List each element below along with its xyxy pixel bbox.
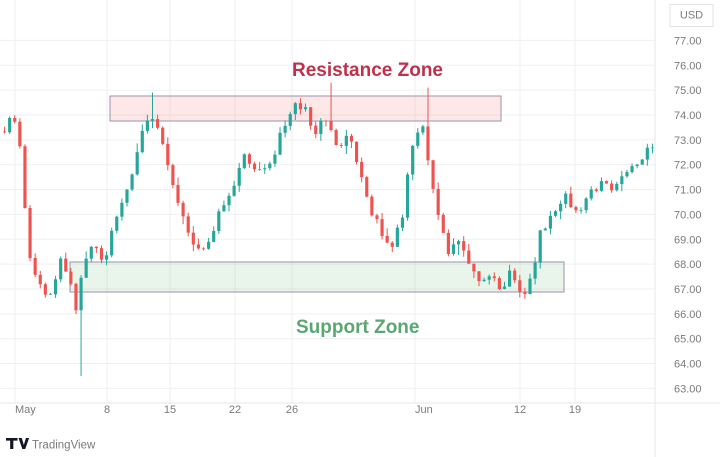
svg-text:70.00: 70.00: [674, 209, 702, 221]
svg-text:26: 26: [286, 404, 298, 416]
svg-text:69.00: 69.00: [674, 234, 702, 246]
svg-text:72.00: 72.00: [674, 160, 702, 172]
svg-text:22: 22: [229, 404, 241, 416]
svg-text:64.00: 64.00: [674, 359, 702, 371]
svg-text:75.00: 75.00: [674, 85, 702, 97]
svg-text:63.00: 63.00: [674, 383, 702, 395]
svg-text:TradingView: TradingView: [32, 440, 96, 452]
svg-text:67.00: 67.00: [674, 284, 702, 296]
svg-text:74.00: 74.00: [674, 110, 702, 122]
svg-text:May: May: [15, 404, 36, 416]
svg-text:73.00: 73.00: [674, 135, 702, 147]
svg-text:19: 19: [569, 404, 581, 416]
svg-text:15: 15: [164, 404, 176, 416]
svg-text:65.00: 65.00: [674, 334, 702, 346]
svg-text:68.00: 68.00: [674, 259, 702, 271]
svg-text:77.00: 77.00: [674, 35, 702, 47]
svg-text:12: 12: [514, 404, 526, 416]
svg-text:8: 8: [104, 404, 110, 416]
svg-text:USD: USD: [680, 10, 703, 22]
svg-text:Support Zone: Support Zone: [296, 317, 419, 338]
svg-text:76.00: 76.00: [674, 60, 702, 72]
svg-text:Jun: Jun: [415, 404, 433, 416]
svg-text:66.00: 66.00: [674, 309, 702, 321]
svg-text:Resistance Zone: Resistance Zone: [292, 60, 443, 81]
svg-text:71.00: 71.00: [674, 185, 702, 197]
